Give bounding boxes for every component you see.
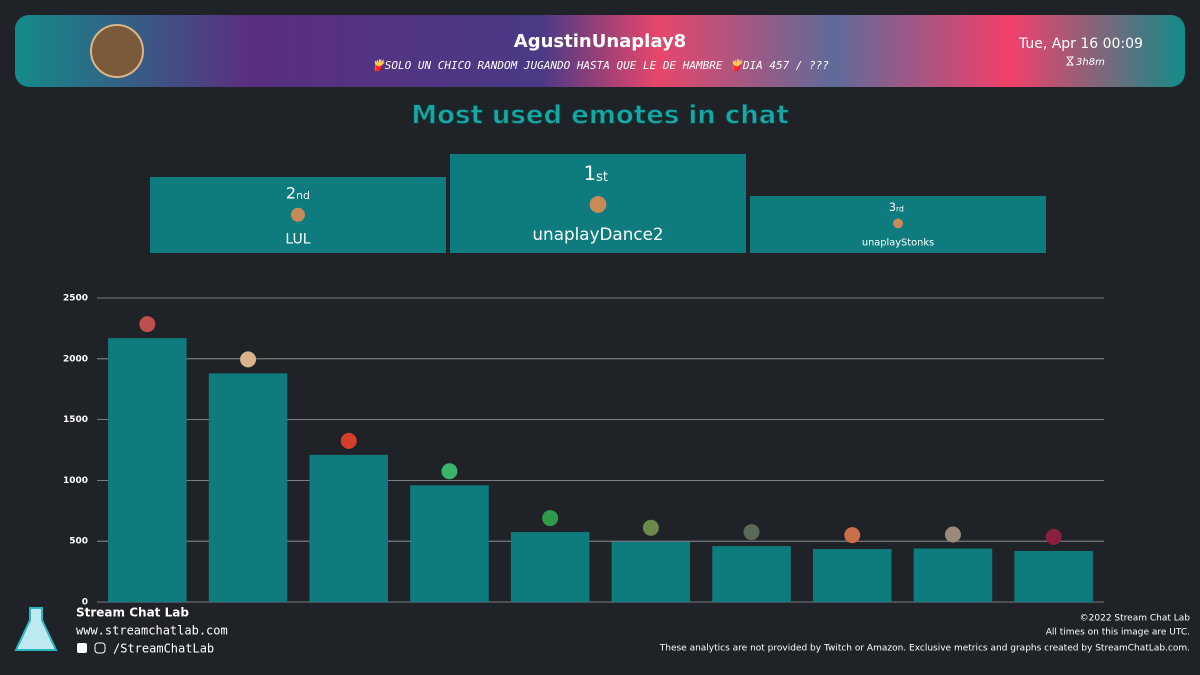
podium-suffix: st xyxy=(596,170,608,185)
y-tick-label: 1000 xyxy=(63,476,88,486)
footer-copyright: ©2022 Stream Chat Lab xyxy=(1080,614,1191,624)
emote-icon xyxy=(441,463,458,480)
bar xyxy=(208,373,288,602)
footer-timezone: All times on this image are UTC. xyxy=(1046,628,1190,638)
chart: 0 500 1000 1500 2000 2500 xyxy=(63,294,1104,608)
emote-icon xyxy=(542,510,559,527)
bar xyxy=(812,549,892,602)
y-tick-label: 2000 xyxy=(63,354,88,364)
logo xyxy=(14,607,58,651)
emote-icon xyxy=(743,524,760,541)
bar xyxy=(913,548,993,602)
stream-title: 🍟SOLO UN CHICO RANDOM JUGANDO HASTA QUE … xyxy=(371,59,829,72)
emote-icon xyxy=(642,519,659,536)
podium-rank: 2 xyxy=(286,184,296,203)
podium-suffix: nd xyxy=(296,189,310,202)
emote-icon xyxy=(139,316,156,333)
emote-icon xyxy=(240,351,257,368)
footer-social: /StreamChatLab xyxy=(113,642,214,656)
podium-rank: 3 xyxy=(889,201,896,214)
footer-url: www.streamchatlab.com xyxy=(76,624,228,638)
duration: 3h8m xyxy=(1076,57,1105,68)
twitter-icon xyxy=(77,643,87,653)
instagram-icon xyxy=(94,642,106,654)
bar xyxy=(712,546,791,602)
emote-icon xyxy=(291,207,305,222)
emote-icon xyxy=(893,218,903,229)
podium-name: LUL xyxy=(285,231,310,247)
podium-name: unaplayStonks xyxy=(862,238,934,249)
podium-rank: 1 xyxy=(584,162,596,185)
channel-name: AgustinUnaplay8 xyxy=(514,31,686,52)
emote-icon xyxy=(844,527,861,544)
date: Tue, Apr 16 00:09 xyxy=(1018,36,1143,52)
bar xyxy=(410,485,489,602)
bar xyxy=(1014,550,1093,602)
chart-title: Most used emotes in chat xyxy=(411,101,789,131)
footer-brand: Stream Chat Lab xyxy=(76,606,189,620)
bar xyxy=(108,338,187,602)
emote-icon xyxy=(944,526,961,543)
y-tick-label: 0 xyxy=(82,598,88,608)
hourglass-icon xyxy=(1066,56,1074,66)
footer-disclaimer: These analytics are not provided by Twit… xyxy=(659,644,1190,654)
avatar xyxy=(90,24,144,78)
podium-suffix: rd xyxy=(896,204,904,213)
bar xyxy=(611,541,691,602)
y-tick-label: 1500 xyxy=(63,415,88,425)
header-bar xyxy=(15,15,1185,87)
emote-icon xyxy=(1045,528,1062,545)
bar xyxy=(510,532,590,602)
y-tick-label: 500 xyxy=(69,537,88,547)
y-tick-label: 2500 xyxy=(63,294,88,304)
podium: 2 nd LUL 1 st unaplayDance2 3 rd unaplayStonks xyxy=(150,154,1046,253)
emote-icon xyxy=(340,432,357,449)
emote-icon xyxy=(589,196,607,213)
bar xyxy=(309,454,389,602)
podium-name: unaplayDance2 xyxy=(532,224,663,244)
